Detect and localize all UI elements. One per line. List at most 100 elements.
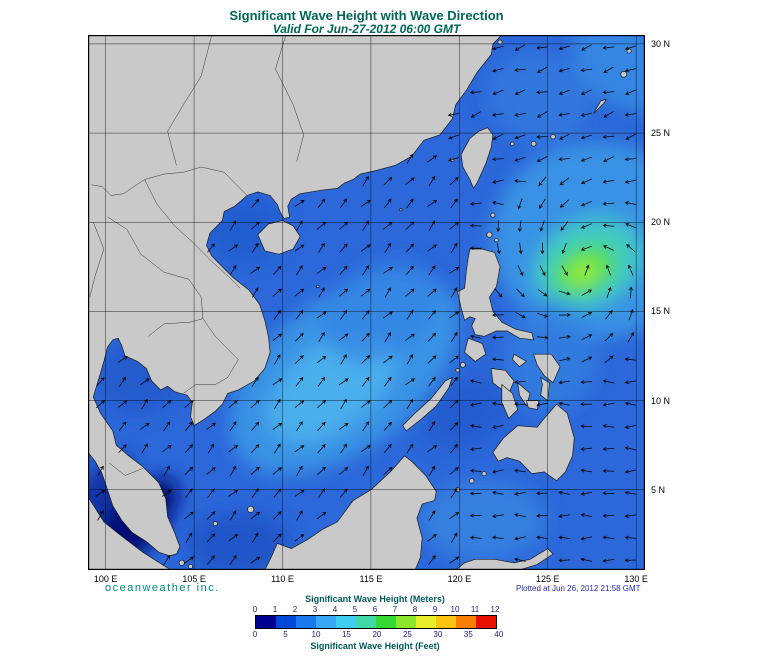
islet — [481, 471, 487, 477]
colorbar-cell — [476, 616, 496, 628]
landmass — [533, 353, 561, 384]
x-tick-label: 115 E — [359, 574, 383, 584]
meters-tick: 6 — [372, 605, 378, 614]
x-tick-label: 130 E — [624, 574, 648, 584]
meters-tick: 11 — [470, 605, 480, 614]
landmass — [264, 455, 437, 570]
y-tick-label: 30 N — [651, 38, 671, 49]
landmass — [455, 548, 554, 570]
country-border — [144, 179, 241, 289]
plotted-timestamp: Plotted at Jun 26, 2012 21:58 GMT — [516, 584, 641, 593]
country-border — [89, 222, 105, 298]
legend-meters-ticks: 0 1 2 3 4 5 6 7 8 9 10 11 12 — [252, 605, 500, 614]
landmass — [512, 353, 528, 368]
graticule-layer — [88, 35, 645, 570]
feet-tick: 25 — [402, 630, 412, 639]
meters-tick: 8 — [412, 605, 418, 614]
landmass — [402, 376, 453, 432]
feet-tick: 5 — [283, 630, 288, 639]
map-frame — [88, 35, 645, 570]
islet — [178, 559, 185, 566]
islet — [212, 521, 218, 527]
legend-feet-ticks: 0 5 10 15 20 25 30 35 40 — [252, 630, 504, 639]
meters-tick: 0 — [252, 605, 258, 614]
islet — [550, 133, 556, 140]
feet-tick: 20 — [372, 630, 382, 639]
landmass — [464, 337, 487, 362]
y-tick-label: 10 N — [651, 395, 671, 406]
x-tick-label: 110 E — [271, 574, 294, 584]
colorbar-cell — [316, 616, 336, 628]
x-tick-label: 105 E — [182, 574, 206, 584]
country-border — [109, 462, 143, 476]
meters-tick: 5 — [352, 605, 358, 614]
country-border — [167, 35, 213, 166]
country-border — [275, 35, 304, 162]
meters-tick: 3 — [312, 605, 318, 614]
feet-tick: 35 — [463, 630, 473, 639]
landmass — [460, 127, 494, 190]
islet — [494, 237, 499, 243]
meters-tick: 1 — [272, 605, 278, 614]
colorbar-cell — [396, 616, 416, 628]
chart-subtitle: Valid For Jun-27-2012 06:00 GMT — [272, 22, 461, 36]
meters-tick: 4 — [332, 605, 338, 614]
x-tick-label: 100 E — [93, 574, 118, 584]
wave-direction-arrows — [95, 44, 637, 566]
islet — [188, 563, 194, 569]
oceanweather-credit: oceanweather inc. — [105, 582, 220, 594]
land-layer — [88, 35, 632, 570]
landmass — [88, 496, 172, 570]
y-tick-label: 25 N — [651, 128, 671, 139]
colorbar-cell — [436, 616, 456, 628]
country-border — [107, 216, 204, 319]
colorbar-cell — [356, 616, 376, 628]
country-border — [91, 179, 145, 196]
islet — [399, 208, 403, 212]
islet — [497, 39, 503, 45]
country-border — [147, 318, 203, 337]
landmass — [257, 220, 301, 255]
meters-tick: 7 — [392, 605, 398, 614]
islet — [469, 478, 475, 484]
landmass — [457, 248, 535, 341]
legend-feet-label: Significant Wave Height (Feet) — [310, 641, 440, 651]
y-tick-label: 20 N — [651, 217, 671, 228]
islet — [455, 368, 460, 373]
country-border — [183, 318, 239, 394]
x-tick-label: 120 E — [447, 574, 472, 584]
landmass — [517, 381, 531, 407]
landmass — [88, 35, 503, 557]
meters-tick: 12 — [490, 605, 500, 614]
landmass — [492, 403, 575, 482]
colorbar-cell — [456, 616, 476, 628]
x-tick-label: 125 E — [535, 574, 560, 584]
map-layers — [88, 35, 645, 570]
islet — [247, 505, 255, 513]
islet — [620, 70, 628, 78]
colorbar-cell — [376, 616, 396, 628]
legend-meters-label: Significant Wave Height (Meters) — [305, 594, 445, 604]
colorbar-cell — [416, 616, 436, 628]
islet — [486, 231, 493, 238]
meters-tick: 9 — [432, 605, 438, 614]
map-plot-area — [88, 35, 645, 570]
feet-tick: 0 — [252, 630, 258, 639]
islet — [530, 140, 537, 147]
feet-tick: 40 — [494, 630, 504, 639]
islet — [490, 212, 496, 218]
landmass — [593, 98, 607, 114]
landmass — [501, 383, 519, 420]
islet — [510, 141, 515, 146]
feet-tick: 30 — [433, 630, 443, 639]
islet — [460, 362, 466, 368]
colorbar-cell — [256, 616, 276, 628]
meters-tick: 10 — [450, 605, 460, 614]
colorbar-cell — [336, 616, 356, 628]
y-tick-label: 15 N — [651, 306, 671, 317]
islet — [316, 284, 320, 289]
country-border — [144, 166, 248, 196]
meters-tick: 2 — [292, 605, 298, 614]
landmass — [540, 376, 550, 402]
